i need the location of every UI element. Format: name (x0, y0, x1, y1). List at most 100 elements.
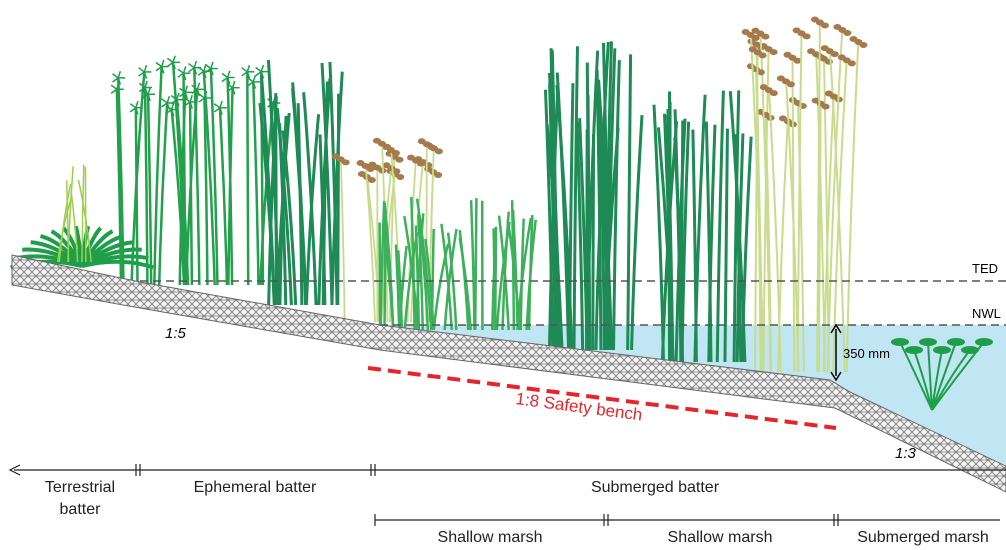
plant-part (155, 65, 163, 72)
plant-part (440, 223, 453, 331)
plant-part (255, 66, 262, 73)
plant-part (527, 214, 534, 331)
plant-part (415, 198, 433, 331)
plant-part (241, 71, 248, 77)
plant-part (575, 121, 585, 351)
plant-part (219, 100, 223, 109)
plant-part (110, 88, 118, 95)
plant-part (117, 70, 122, 79)
plant-part (267, 96, 278, 306)
ted-label: TED (972, 261, 998, 276)
plant-part (192, 67, 201, 286)
plant-part (383, 202, 395, 331)
plant-part (605, 48, 617, 351)
plant-part (913, 349, 933, 411)
plant-part (767, 87, 782, 373)
plant-part (210, 61, 214, 69)
plant-part (210, 68, 214, 76)
plant-part (830, 51, 839, 58)
plant-part (138, 67, 145, 73)
plant-part (769, 49, 778, 56)
plant-part (143, 71, 148, 79)
plant-part (170, 94, 178, 101)
plant-part (227, 87, 234, 286)
plant-part (260, 64, 265, 72)
plant-part (116, 89, 120, 97)
plant-part (147, 94, 151, 102)
depth-label: 350 mm (843, 346, 890, 361)
plant-part (196, 89, 201, 97)
plant-part (859, 42, 868, 49)
plant-part (198, 97, 205, 103)
plant-part (226, 87, 234, 93)
plant-part (905, 346, 923, 354)
plant-part (246, 71, 251, 79)
plant-part (182, 72, 187, 81)
plant-part (209, 68, 219, 286)
plant-part (275, 112, 291, 306)
plant-part (143, 65, 148, 73)
plant-part (933, 346, 951, 354)
plant-part (847, 60, 856, 67)
plant-part (365, 173, 381, 323)
plant-part (585, 50, 600, 351)
plant-part (396, 174, 405, 181)
plant-part (247, 77, 254, 83)
plant-part (197, 66, 205, 72)
plant-part (931, 349, 943, 411)
plant-part (184, 85, 189, 93)
plant-part (117, 77, 122, 85)
plant-part (177, 72, 184, 78)
plant-part (495, 221, 511, 331)
plant-part (469, 200, 476, 331)
plant-part (246, 71, 250, 286)
plant-part (67, 166, 74, 263)
nwl-label: NWL (972, 306, 1001, 321)
plant-part (547, 82, 560, 351)
plant-part (753, 49, 759, 373)
plant-part (761, 33, 770, 40)
plant-part (144, 80, 148, 88)
plant-part (341, 159, 350, 166)
plant-part (176, 92, 180, 100)
plant-part (630, 115, 644, 351)
plant-part (756, 69, 765, 76)
plant-part (612, 60, 621, 351)
plant-part (112, 77, 119, 83)
plant-part (166, 96, 171, 104)
plant-part (170, 109, 186, 286)
plant-part (320, 62, 334, 306)
plant-part (339, 156, 346, 323)
plant-part (586, 94, 592, 351)
plant-part (147, 87, 151, 95)
plant-part (366, 166, 375, 173)
plant-part (511, 209, 519, 331)
zone-label: Ephemeral batter (193, 479, 317, 496)
plant-part (161, 98, 168, 104)
plant-part (189, 95, 193, 103)
plant-part (226, 70, 231, 78)
plant-part (176, 99, 180, 107)
plant-part (172, 62, 176, 70)
plant-part (758, 52, 767, 59)
plant-part (202, 71, 216, 286)
plant-part (391, 150, 400, 157)
plant-part (241, 67, 248, 73)
plant-part (501, 211, 510, 331)
plant-part (555, 84, 574, 351)
plant-part (822, 93, 835, 373)
plant-part (802, 33, 811, 40)
plant-part (166, 57, 174, 63)
water (380, 325, 1006, 465)
plant-part (259, 74, 276, 306)
plant-part (221, 72, 229, 79)
sub-zone-label: Shallow marsh (437, 529, 543, 546)
plant-part (252, 81, 257, 89)
plant-part (793, 57, 802, 64)
plant-part (165, 104, 173, 111)
plant-part (160, 59, 165, 67)
plant-part (135, 100, 139, 109)
plant-part (443, 228, 458, 331)
plant-part (891, 338, 909, 346)
